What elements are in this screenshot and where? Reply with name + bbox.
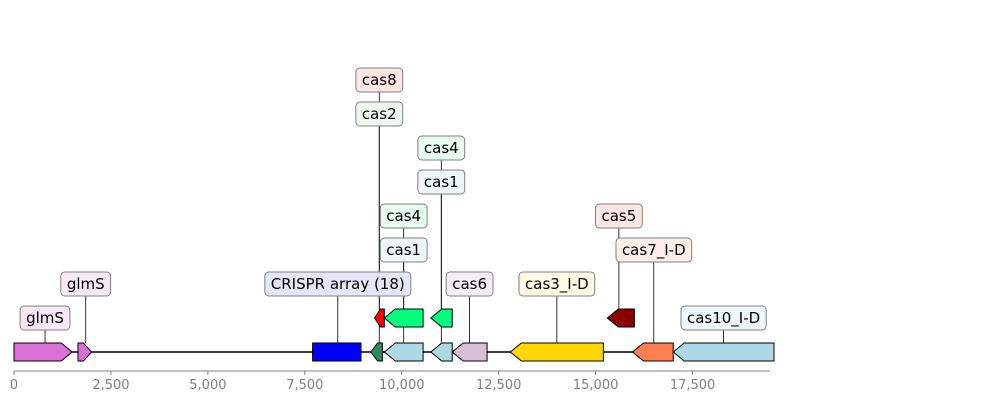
x-axis-tick-label: 15,000 bbox=[573, 378, 619, 393]
gene-label: cas10_I-D bbox=[680, 305, 767, 331]
gene-label-text: cas5 bbox=[601, 207, 636, 225]
x-axis-tick-label: 7,500 bbox=[286, 378, 323, 393]
gene-feature-cas4-a bbox=[383, 308, 424, 328]
gene-label-text: cas10_I-D bbox=[687, 309, 760, 328]
gene-label-box bbox=[595, 203, 643, 229]
gene-feature-glmS-2 bbox=[77, 342, 93, 362]
x-axis: 0 2,500 5,000 7,500 10,000 12,500 15,000 17,500 bbox=[10, 370, 771, 393]
gene-label: glmS bbox=[60, 271, 112, 297]
gene-label: cas4 bbox=[379, 203, 428, 229]
gene-label-box bbox=[60, 271, 112, 297]
gene-label-text: cas8 bbox=[362, 71, 397, 89]
gene-label-box bbox=[417, 135, 466, 161]
gene-feature-cas1-a bbox=[383, 342, 424, 362]
gene-label: cas4 bbox=[417, 135, 466, 161]
gene-label-text: cas1 bbox=[386, 241, 421, 259]
gene-label-box bbox=[355, 101, 404, 127]
gene-label-text: cas2 bbox=[362, 105, 397, 123]
gene-label: cas2 bbox=[355, 101, 404, 127]
gene-label: cas1 bbox=[379, 237, 428, 263]
gene-feature-cas10 bbox=[672, 342, 775, 362]
gene-label-box bbox=[680, 305, 767, 331]
gene-label: cas8 bbox=[355, 67, 404, 93]
gene-label: CRISPR array (18) bbox=[264, 271, 412, 297]
gene-label-text: CRISPR array (18) bbox=[271, 275, 405, 293]
gene-label: cas5 bbox=[595, 203, 643, 229]
gene-label-box bbox=[379, 237, 428, 263]
gene-label-text: cas4 bbox=[424, 139, 459, 157]
gene-label-text: glmS bbox=[26, 309, 64, 327]
gene-feature-cas6 bbox=[451, 342, 488, 362]
gene-label: cas3_I-D bbox=[518, 271, 596, 297]
gene-feature-glmS-1 bbox=[13, 342, 73, 362]
x-axis-tick-label: 0 bbox=[10, 378, 18, 393]
gene-feature-cas3 bbox=[509, 342, 604, 362]
gene-feature-cas-small-dg bbox=[370, 342, 383, 362]
gene-feature-cas1-b bbox=[430, 342, 453, 362]
gene-label: cas7_I-D bbox=[615, 237, 693, 263]
x-axis-tick-label: 12,500 bbox=[476, 378, 522, 393]
gene-label-text: cas6 bbox=[452, 275, 487, 293]
gene-label-box bbox=[19, 305, 71, 331]
gene-label: glmS bbox=[19, 305, 71, 331]
gene-label-text: cas7_I-D bbox=[622, 241, 686, 260]
x-axis-tick-label: 5,000 bbox=[189, 378, 226, 393]
label-leader-lines bbox=[44, 92, 724, 343]
gene-label-box bbox=[417, 169, 466, 195]
gene-features bbox=[13, 308, 775, 362]
x-axis-tick-label: 17,500 bbox=[670, 378, 716, 393]
gene-feature-cas8 bbox=[374, 308, 385, 328]
gene-label-box bbox=[445, 271, 494, 297]
gene-label-text: cas1 bbox=[424, 173, 459, 191]
gene-label: cas6 bbox=[445, 271, 494, 297]
gene-label: cas1 bbox=[417, 169, 466, 195]
gene-label-box bbox=[355, 67, 404, 93]
gene-label-box bbox=[379, 203, 428, 229]
x-axis-tick-label: 10,000 bbox=[379, 378, 425, 393]
gene-feature-cas7 bbox=[631, 342, 674, 362]
gene-label-text: cas4 bbox=[386, 207, 421, 225]
gene-label-text: glmS bbox=[67, 275, 105, 293]
gene-feature-cas5 bbox=[606, 308, 635, 328]
gene-feature-crispr bbox=[312, 342, 362, 362]
gene-label-box bbox=[518, 271, 596, 297]
gene-feature-cas4-b bbox=[430, 308, 453, 328]
gene-label-box bbox=[264, 271, 412, 297]
x-axis-tick-label: 2,500 bbox=[92, 378, 129, 393]
gene-label-text: cas3_I-D bbox=[525, 275, 589, 294]
gene-label-box bbox=[615, 237, 693, 263]
